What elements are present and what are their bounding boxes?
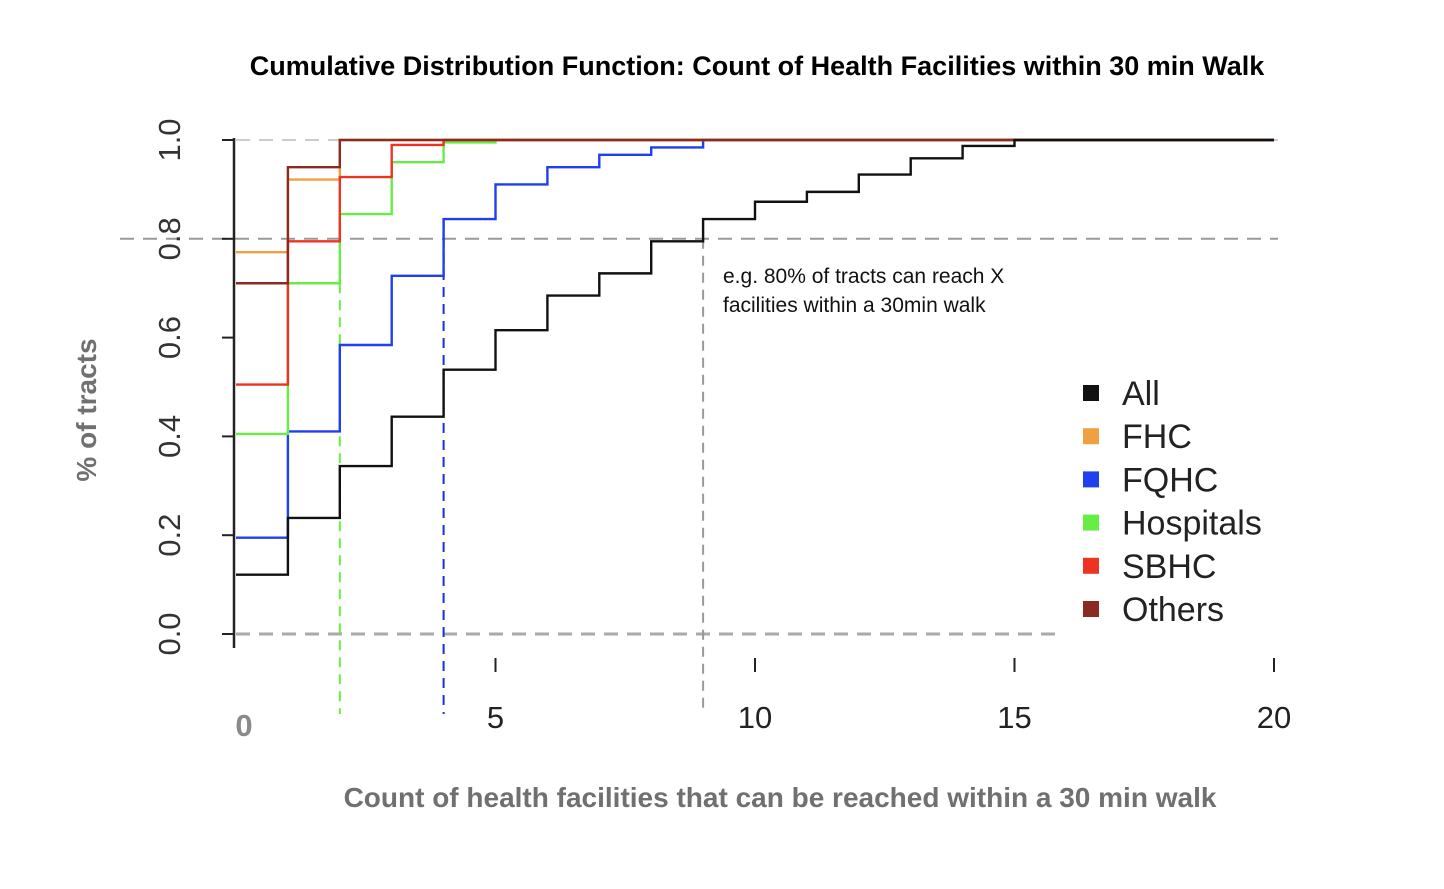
- y-tick-label: 0.0: [152, 612, 187, 655]
- y-tick-label: 0.6: [152, 316, 187, 359]
- legend-label-fqhc: FQHC: [1122, 461, 1218, 499]
- y-axis-label: % of tracts: [71, 338, 102, 481]
- annotation-line-2: facilities within a 30min walk: [723, 294, 986, 317]
- series-line-all: [236, 138, 1274, 576]
- legend-swatch-sbhc: [1083, 557, 1099, 574]
- legend-swatch-others: [1083, 601, 1099, 617]
- legend-label-hospitals: Hospitals: [1122, 505, 1262, 543]
- x-tick-label: 20: [1257, 700, 1291, 735]
- x-tick-label: 0: [235, 708, 252, 743]
- legend-label-sbhc: SBHC: [1122, 548, 1216, 586]
- series-line-others: [236, 138, 1274, 285]
- legend-swatch-fqhc: [1083, 471, 1099, 488]
- annotation-line-1: e.g. 80% of tracts can reach X: [723, 265, 1004, 288]
- legend-label-others: Others: [1122, 591, 1224, 629]
- chart-title: Cumulative Distribution Function: Count …: [250, 51, 1266, 81]
- legend-swatch-all: [1083, 385, 1099, 401]
- legend-swatch-fhc: [1083, 428, 1099, 445]
- legend-swatch-hospitals: [1083, 514, 1099, 531]
- x-tick-label: 10: [738, 700, 772, 735]
- y-tick-label: 1.0: [152, 118, 187, 161]
- series-line-sbhc: [236, 138, 1274, 386]
- y-tick-label: 0.8: [152, 217, 187, 260]
- y-tick-label: 0.4: [152, 415, 187, 458]
- x-tick-label: 5: [487, 700, 504, 735]
- legend-label-all: All: [1122, 375, 1160, 413]
- x-tick-label: 15: [997, 700, 1031, 735]
- x-axis-label: Count of health facilities that can be r…: [344, 782, 1217, 813]
- y-tick-label: 0.2: [152, 514, 187, 557]
- series-line-fqhc: [236, 138, 1274, 539]
- legend-label-fhc: FHC: [1122, 418, 1192, 456]
